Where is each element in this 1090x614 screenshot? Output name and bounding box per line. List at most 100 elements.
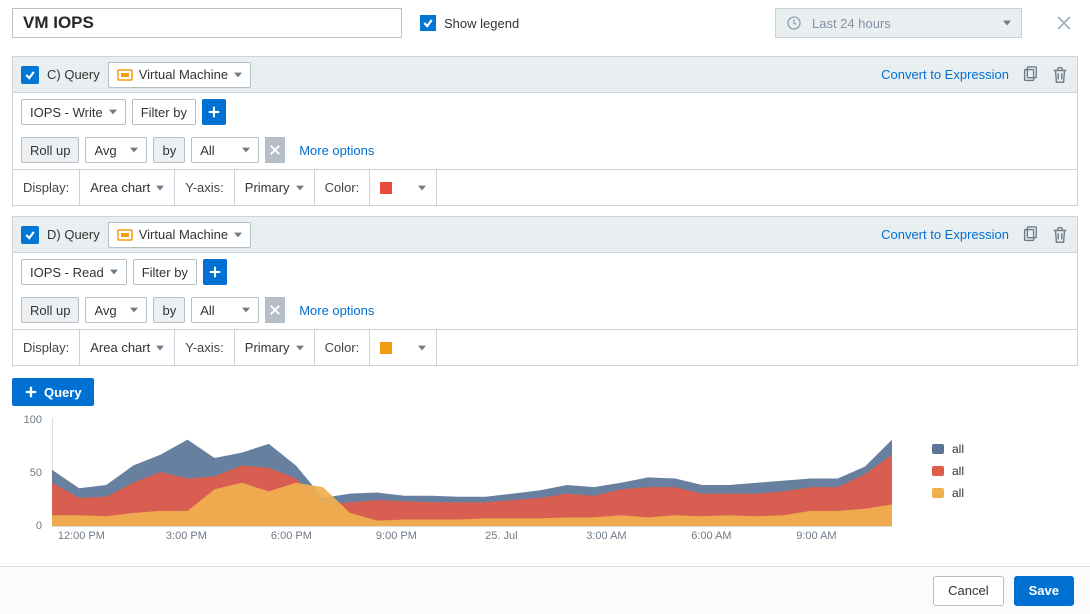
x-tick-label: 25. Jul: [485, 530, 517, 542]
time-range-label: Last 24 hours: [812, 16, 891, 31]
filter-by-button[interactable]: Filter by: [133, 259, 197, 285]
rollup-by-label: by: [153, 297, 185, 323]
checkbox-checked-icon: [420, 15, 436, 31]
x-tick-label: 12:00 PM: [58, 530, 105, 542]
query-block: D) Query Virtual Machine Convert to Expr…: [12, 216, 1078, 366]
query-title: C) Query: [47, 67, 100, 82]
resource-type-label: Virtual Machine: [139, 227, 228, 242]
color-label: Color:: [315, 170, 371, 205]
chevron-down-icon: [110, 268, 118, 276]
chart-area: 050100 12:00 PM3:00 PM6:00 PM9:00 PM25. …: [12, 418, 1078, 558]
add-filter-button[interactable]: [203, 259, 227, 285]
metric-dropdown[interactable]: IOPS - Read: [21, 259, 127, 285]
clear-rollup-button[interactable]: [265, 137, 285, 163]
add-filter-button[interactable]: [202, 99, 226, 125]
color-picker[interactable]: [370, 330, 437, 365]
rollup-by-dropdown[interactable]: All: [191, 297, 259, 323]
convert-expression-link[interactable]: Convert to Expression: [881, 227, 1009, 242]
yaxis-label: Y-axis:: [175, 330, 235, 365]
chevron-down-icon: [296, 344, 304, 352]
x-tick-label: 9:00 PM: [376, 530, 417, 542]
x-tick-label: 3:00 PM: [166, 530, 207, 542]
chevron-down-icon: [242, 146, 250, 154]
filter-by-button[interactable]: Filter by: [132, 99, 196, 125]
chevron-down-icon: [234, 231, 242, 239]
query-enabled-checkbox[interactable]: [21, 66, 39, 84]
plus-icon: [24, 385, 38, 399]
chart-title-input[interactable]: [12, 8, 402, 38]
rollup-by-dropdown[interactable]: All: [191, 137, 259, 163]
display-type-dropdown[interactable]: Area chart: [80, 170, 175, 205]
rollup-fn-dropdown[interactable]: Avg: [85, 297, 147, 323]
query-title: D) Query: [47, 227, 100, 242]
y-tick-label: 100: [24, 414, 42, 426]
color-swatch: [380, 342, 392, 354]
x-tick-label: 6:00 AM: [691, 530, 731, 542]
close-icon[interactable]: [1054, 13, 1074, 33]
show-legend-toggle[interactable]: Show legend: [420, 15, 519, 31]
more-options-link[interactable]: More options: [299, 303, 374, 318]
virtual-machine-icon: [117, 227, 133, 243]
resource-type-dropdown[interactable]: Virtual Machine: [108, 62, 251, 88]
legend-swatch: [932, 466, 944, 476]
legend-item[interactable]: all: [932, 442, 964, 456]
chevron-down-icon: [418, 184, 426, 192]
rollup-button[interactable]: Roll up: [21, 297, 79, 323]
chevron-down-icon: [234, 71, 242, 79]
clock-icon: [786, 15, 802, 31]
save-button[interactable]: Save: [1014, 576, 1074, 606]
duplicate-icon[interactable]: [1021, 66, 1039, 84]
rollup-button[interactable]: Roll up: [21, 137, 79, 163]
footer: Cancel Save: [0, 566, 1090, 614]
color-picker[interactable]: [370, 170, 437, 205]
metric-dropdown[interactable]: IOPS - Write: [21, 99, 126, 125]
x-tick-label: 3:00 AM: [586, 530, 626, 542]
legend-swatch: [932, 444, 944, 454]
display-type-dropdown[interactable]: Area chart: [80, 330, 175, 365]
trash-icon[interactable]: [1051, 226, 1069, 244]
chevron-down-icon: [109, 108, 117, 116]
duplicate-icon[interactable]: [1021, 226, 1039, 244]
yaxis-dropdown[interactable]: Primary: [235, 170, 315, 205]
cancel-button[interactable]: Cancel: [933, 576, 1003, 606]
legend-label: all: [952, 486, 964, 500]
x-tick-label: 9:00 AM: [796, 530, 836, 542]
query-block: C) Query Virtual Machine Convert to Expr…: [12, 56, 1078, 206]
display-label: Display:: [13, 330, 80, 365]
display-label: Display:: [13, 170, 80, 205]
x-tick-label: 6:00 PM: [271, 530, 312, 542]
chevron-down-icon: [1003, 19, 1011, 27]
clear-rollup-button[interactable]: [265, 297, 285, 323]
color-swatch: [380, 182, 392, 194]
y-tick-label: 50: [30, 467, 42, 479]
chevron-down-icon: [242, 306, 250, 314]
trash-icon[interactable]: [1051, 66, 1069, 84]
legend-label: all: [952, 442, 964, 456]
resource-type-dropdown[interactable]: Virtual Machine: [108, 222, 251, 248]
add-query-label: Query: [44, 385, 82, 400]
y-tick-label: 0: [36, 520, 42, 532]
add-query-button[interactable]: Query: [12, 378, 94, 406]
yaxis-dropdown[interactable]: Primary: [235, 330, 315, 365]
yaxis-label: Y-axis:: [175, 170, 235, 205]
chevron-down-icon: [156, 184, 164, 192]
legend-swatch: [932, 488, 944, 498]
chevron-down-icon: [130, 306, 138, 314]
chevron-down-icon: [130, 146, 138, 154]
rollup-fn-dropdown[interactable]: Avg: [85, 137, 147, 163]
virtual-machine-icon: [117, 67, 133, 83]
chevron-down-icon: [418, 344, 426, 352]
chevron-down-icon: [296, 184, 304, 192]
show-legend-label: Show legend: [444, 16, 519, 31]
legend-item[interactable]: all: [932, 464, 964, 478]
convert-expression-link[interactable]: Convert to Expression: [881, 67, 1009, 82]
color-label: Color:: [315, 330, 371, 365]
query-enabled-checkbox[interactable]: [21, 226, 39, 244]
chevron-down-icon: [156, 344, 164, 352]
legend-item[interactable]: all: [932, 486, 964, 500]
time-range-dropdown[interactable]: Last 24 hours: [775, 8, 1022, 38]
resource-type-label: Virtual Machine: [139, 67, 228, 82]
legend-label: all: [952, 464, 964, 478]
more-options-link[interactable]: More options: [299, 143, 374, 158]
rollup-by-label: by: [153, 137, 185, 163]
